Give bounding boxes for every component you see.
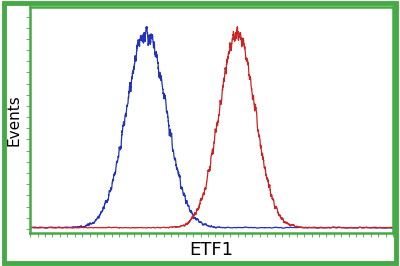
Y-axis label: Events: Events xyxy=(7,94,22,146)
X-axis label: ETF1: ETF1 xyxy=(190,241,234,259)
